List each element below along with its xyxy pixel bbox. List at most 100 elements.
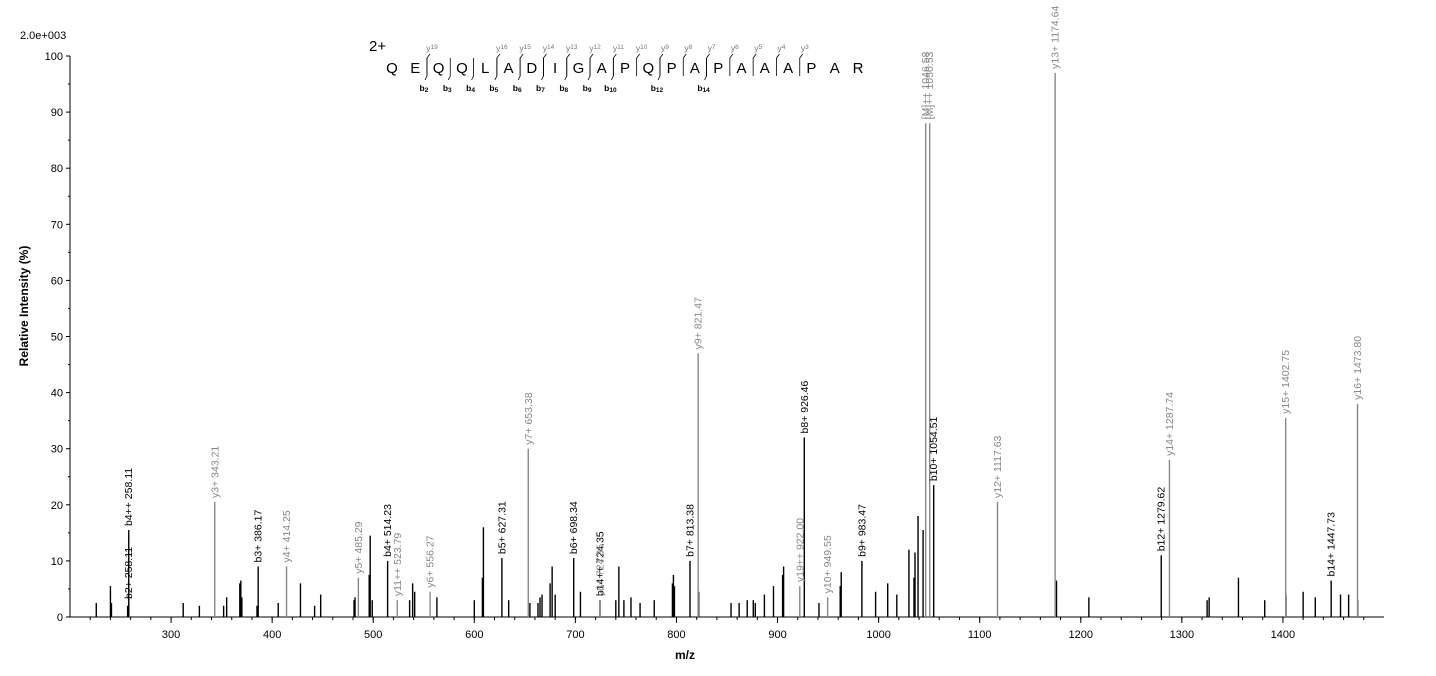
sequence-residue: E: [410, 60, 420, 77]
y-ion-bracket: [426, 53, 431, 76]
b-ion-peak-label: b4++ 258.11: [123, 468, 135, 526]
y-tick-label: 40: [51, 388, 63, 400]
y-tick-label: 60: [51, 275, 63, 287]
b-ion-label: b4: [466, 83, 475, 94]
b-ion-label: b12: [651, 83, 664, 94]
b-ion-peak-label: b4+ 514.23: [382, 504, 394, 557]
y-ion-peak-label: [M]++ 1050.53: [924, 51, 936, 119]
b-ion-label: b5: [489, 83, 498, 94]
b-ion-peak-label: b14++ 724.35: [594, 531, 606, 596]
y-ion-bracket: [543, 53, 547, 76]
y-axis-title: Relative Intensity (%): [17, 246, 31, 367]
y-ion-label: y19: [426, 43, 438, 53]
y-ion-label: y3: [801, 43, 809, 53]
y-ion-label: y5: [754, 43, 762, 53]
y-ion-bracket: [519, 53, 524, 76]
x-tick-label: 1000: [866, 629, 890, 641]
sequence-residue: G: [573, 60, 585, 77]
sequence-residue: A: [830, 60, 840, 77]
b-ion-label: b9: [583, 83, 592, 94]
b-ion-bracket: [447, 58, 451, 81]
b-ion-label: b3: [443, 83, 452, 94]
y-ion-label: y10: [636, 43, 648, 53]
x-tick-label: 1300: [1170, 629, 1194, 641]
y-ion-bracket: [636, 53, 640, 76]
y-ion-peak-label: y3+ 343.21: [209, 446, 221, 498]
y-ion-label: y9: [661, 43, 669, 53]
y-ion-label: y15: [519, 43, 531, 53]
y-ion-bracket: [659, 53, 664, 76]
y-ion-peak-label: y12+ 1117.63: [992, 435, 1004, 498]
x-tick-label: 900: [768, 629, 786, 641]
y-ion-bracket: [496, 53, 501, 76]
b-ion-peak-label: b9+ 983.47: [856, 504, 868, 557]
y-ion-peak-label: y11++ 523.79: [392, 533, 404, 597]
peaks-group: [95, 72, 1359, 617]
sequence-residue: D: [526, 60, 537, 77]
sequence-residue: L: [481, 60, 489, 77]
y-ion-peak-label: y9+ 821.47: [693, 297, 705, 349]
b-ion-peak-label: b6+ 698.34: [568, 501, 580, 554]
b-ion-peak-label: b8+ 926.46: [799, 380, 811, 433]
sequence-residue: A: [690, 60, 700, 77]
peak-labels-group: b2+ 258.11 b4++ 258.11 y3+ 343.21 b3+ 386.1…: [123, 6, 1364, 599]
b-ion-bracket: [471, 58, 474, 81]
y-tick-label: 10: [51, 556, 63, 568]
y-ion-peak-label: y14+ 1287.74: [1164, 392, 1176, 456]
b-ion-label: b14: [697, 83, 710, 94]
b-ion-peak-label: b3+ 386.17: [253, 510, 265, 563]
b-ion-label: b6: [513, 83, 522, 94]
y-ion-peak-label: y7+ 653.38: [523, 392, 535, 444]
y-ion-label: y6: [731, 43, 739, 53]
y-ion-bracket: [752, 53, 757, 76]
b-ion-peak-label: b5+ 627.31: [496, 501, 508, 554]
b-ion-peak-label: b12+ 1279.62: [1156, 487, 1168, 552]
b-ion-label: b8: [559, 83, 568, 94]
y-ion-label: y4: [778, 43, 786, 53]
y-tick-label: 90: [51, 107, 63, 119]
sequence-residue: Q: [433, 60, 445, 77]
peptide-sequence-map: 2+Q E Q Q L A D I G A P Q P A P A A A P A Rb2 b3 b4 b5 b6 b7 b8 b9 b…: [369, 38, 864, 94]
y-ion-peak-label: y4+ 414.25: [281, 510, 293, 562]
y-ion-bracket: [799, 53, 804, 76]
b-ion-label: b7: [536, 83, 545, 94]
x-tick-label: 300: [162, 629, 180, 641]
y-tick-label: 30: [51, 444, 63, 456]
y-ion-label: y11: [613, 43, 624, 53]
sequence-residue: A: [760, 60, 770, 77]
b-ion-label: b2: [420, 83, 429, 94]
y-tick-label: 80: [51, 163, 63, 175]
y-tick-label: 100: [45, 51, 63, 63]
axes-group: 0 10 20 30 40 50 60 70 80 90 100 300 400 500 600 700 800…: [45, 51, 1384, 641]
b-ion-label: b10: [604, 83, 617, 94]
b-ion-peak-label: b2+ 258.11: [123, 547, 135, 599]
y-ion-bracket: [729, 53, 734, 76]
y-ion-peak-label: y10+ 949.55: [822, 535, 834, 593]
y-tick-label: 50: [51, 332, 63, 344]
y-ion-label: y8: [684, 43, 692, 53]
y-ion-label: y7: [708, 43, 716, 53]
sequence-residue: R: [853, 60, 864, 77]
y-ion-peak-label: y15+ 1402.75: [1280, 350, 1292, 414]
b-ion-peak-label: b14+ 1447.73: [1326, 512, 1338, 577]
y-ion-peak-label: y5+ 485.29: [353, 521, 365, 573]
y-ion-label: y14: [543, 43, 555, 53]
sequence-residue: A: [783, 60, 793, 77]
y-tick-label: 20: [51, 500, 63, 512]
x-axis-title: m/z: [675, 648, 695, 662]
y-tick-label: 70: [51, 219, 63, 231]
sequence-residue: P: [620, 60, 630, 77]
sequence-residue: I: [553, 60, 557, 77]
y-ion-peak-label: y13+ 1174.64: [1050, 6, 1062, 69]
x-tick-label: 400: [263, 629, 281, 641]
y-ion-peak-label: y8+ 724.35: [594, 544, 606, 596]
b-ion-peak-label: b10+ 1054.51: [928, 416, 940, 481]
sequence-residue: Q: [456, 60, 468, 77]
precursor-charge: 2+: [369, 38, 386, 55]
x-tick-label: 1400: [1271, 629, 1295, 641]
y-ion-bracket: [612, 53, 617, 76]
x-tick-label: 500: [364, 629, 382, 641]
y-ion-bracket: [682, 53, 687, 76]
y-tick-label: 0: [57, 612, 63, 624]
